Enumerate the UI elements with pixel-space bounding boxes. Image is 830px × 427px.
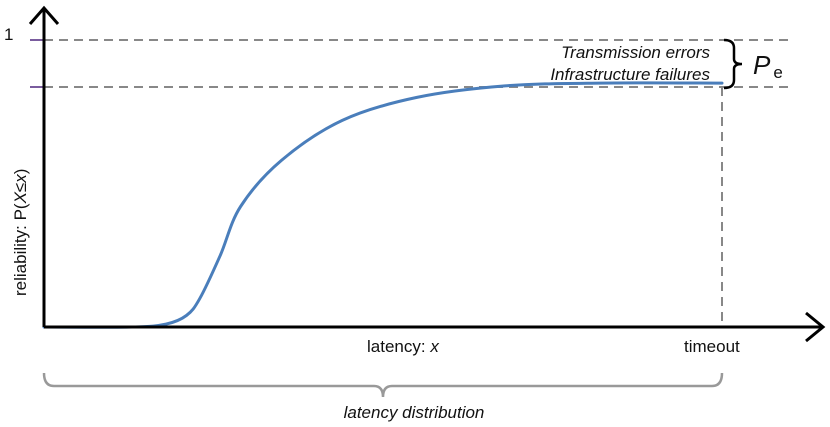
y-tick-label-one: 1	[4, 25, 13, 44]
latency-distribution-brace	[42, 372, 724, 398]
latency-distribution-label: latency distribution	[344, 403, 485, 422]
x-axis-arrowhead	[805, 311, 826, 343]
latency-cdf-curve	[42, 81, 724, 329]
y-axis-label: reliability: P(X≤x)	[11, 169, 30, 296]
transmission-errors-label: Transmission errors	[561, 43, 710, 62]
x-axis-label: latency: x	[367, 337, 439, 356]
pe-brace	[723, 38, 743, 90]
y-axis-arrowhead	[28, 5, 60, 25]
infrastructure-failures-label: Infrastructure failures	[550, 65, 710, 84]
timeout-label: timeout	[684, 337, 740, 356]
